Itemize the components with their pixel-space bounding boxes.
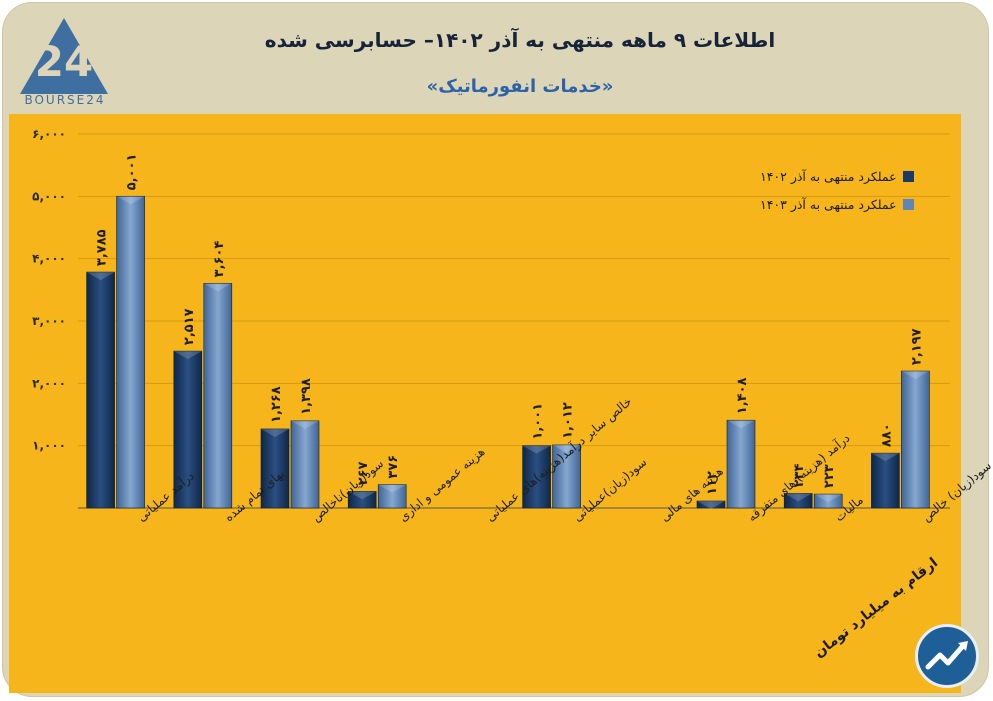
bar-cap bbox=[522, 445, 551, 454]
plot-panel bbox=[9, 114, 961, 693]
bar-1403 bbox=[377, 484, 407, 509]
bar-cap bbox=[116, 196, 145, 205]
legend-item-1402: عملکرد منتهی به آذر ۱۴۰۲ bbox=[760, 162, 914, 190]
x-tick-label: هزینه عمومی و اداری bbox=[396, 444, 488, 525]
chart-subtitle: «خدمات انفورماتیک» bbox=[426, 76, 614, 97]
bar-cap bbox=[348, 491, 377, 500]
bar-1403 bbox=[552, 444, 581, 509]
data-label: ۲,۱۹۷ bbox=[909, 328, 924, 365]
y-tick-label: ۳,۰۰۰ bbox=[32, 314, 66, 328]
bar-cap bbox=[552, 444, 581, 453]
data-label: ۱,۰۰۱ bbox=[531, 403, 546, 440]
bar-1402 bbox=[783, 493, 813, 509]
bar-1403 bbox=[290, 420, 320, 509]
data-label: ۱,۲۶۸ bbox=[269, 386, 284, 423]
data-label: ۳۷۶ bbox=[386, 455, 401, 479]
legend-label-1403: عملکرد منتهی به آذر ۱۴۰۳ bbox=[760, 196, 897, 212]
bar-1403 bbox=[203, 283, 233, 509]
bar-1403 bbox=[813, 493, 843, 509]
y-tick-label: ۱,۰۰۰ bbox=[32, 439, 66, 453]
chart-title: اطلاعات ۹ ماهه منتهی به آذر ۱۴۰۲– حسابرس… bbox=[264, 28, 776, 52]
y-tick-label: ۲,۰۰۰ bbox=[32, 376, 66, 390]
x-tick-label: سود(زیان)عملیاتی bbox=[571, 455, 651, 525]
data-label: ۳,۶۰۴ bbox=[212, 241, 227, 278]
trend-arrow-icon bbox=[915, 624, 979, 688]
legend-label-1402: عملکرد منتهی به آذر ۱۴۰۲ bbox=[760, 168, 897, 184]
data-label: ۱۱۲ bbox=[705, 471, 720, 495]
data-label: ۸۸۰ bbox=[879, 423, 894, 447]
data-label: ۱,۰۱۲ bbox=[561, 402, 576, 439]
bar-1403 bbox=[901, 370, 930, 509]
bar-cap bbox=[173, 351, 202, 360]
bar-cap bbox=[727, 420, 755, 429]
bourse24-logo: 24 bbox=[20, 18, 108, 94]
bar-1402 bbox=[347, 491, 377, 509]
bar-1403 bbox=[726, 419, 756, 509]
y-tick-label: ۵,۰۰۰ bbox=[32, 189, 66, 203]
bar-cap bbox=[901, 371, 930, 380]
bar-cap bbox=[86, 272, 115, 281]
bar-1402 bbox=[871, 452, 900, 509]
y-tick-label: ۶,۰۰۰ bbox=[32, 127, 66, 141]
bar-cap bbox=[261, 428, 289, 437]
y-tick-label: ۴,۰۰۰ bbox=[32, 252, 66, 266]
chart-legend: عملکرد منتهی به آذر ۱۴۰۲ عملکرد منتهی به… bbox=[760, 162, 914, 218]
x-tick-label: سود(زیان)ناخالص bbox=[309, 456, 387, 525]
data-label: ۲۳۴ bbox=[792, 464, 807, 488]
bar-1402 bbox=[173, 350, 203, 509]
bar-cap bbox=[784, 493, 813, 502]
bar-cap bbox=[291, 420, 319, 429]
data-label: ۱,۴۰۸ bbox=[735, 377, 750, 414]
bar-cap bbox=[697, 501, 725, 510]
bar-1402 bbox=[260, 428, 290, 509]
x-tick-label: سود(زیان) خالص bbox=[919, 458, 993, 525]
data-label: ۲۲۳ bbox=[822, 464, 837, 488]
svg-text:24: 24 bbox=[35, 37, 93, 86]
data-label: ۳,۷۸۵ bbox=[95, 229, 110, 266]
legend-item-1403: عملکرد منتهی به آذر ۱۴۰۳ bbox=[760, 190, 914, 218]
data-label: ۲,۵۱۷ bbox=[182, 308, 197, 345]
data-label: ۱,۳۹۸ bbox=[299, 378, 314, 415]
bar-1402 bbox=[696, 500, 726, 509]
data-label: ۵,۰۰۱ bbox=[125, 154, 140, 191]
bar-cap bbox=[378, 484, 407, 493]
legend-swatch-1402 bbox=[902, 170, 914, 182]
logo-text: BOURSE24 bbox=[24, 93, 106, 107]
legend-swatch-1403 bbox=[902, 198, 914, 210]
bar-1402 bbox=[522, 445, 551, 509]
bar-1402 bbox=[86, 271, 115, 509]
bar-cap bbox=[871, 453, 900, 462]
bar-1403 bbox=[116, 195, 145, 509]
bar-cap bbox=[203, 283, 232, 292]
bar-cap bbox=[814, 494, 843, 503]
data-label: ۲۶۷ bbox=[356, 461, 371, 485]
